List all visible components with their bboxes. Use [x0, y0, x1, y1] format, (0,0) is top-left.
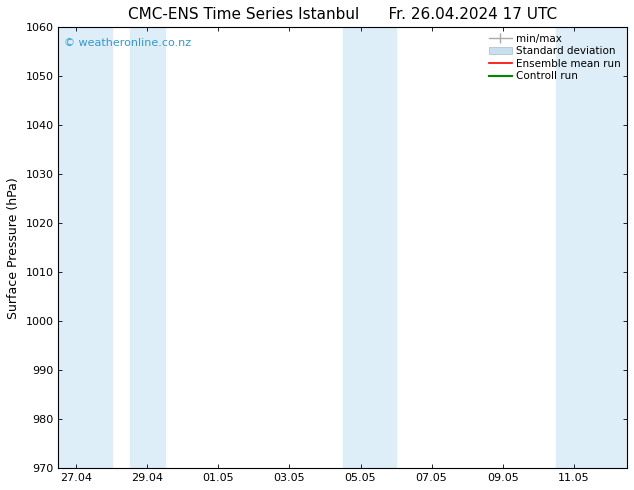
Bar — [129, 27, 165, 468]
Bar — [343, 27, 396, 468]
Bar — [58, 27, 112, 468]
Bar — [556, 27, 627, 468]
Text: © weatheronline.co.nz: © weatheronline.co.nz — [64, 38, 191, 49]
Title: CMC-ENS Time Series Istanbul      Fr. 26.04.2024 17 UTC: CMC-ENS Time Series Istanbul Fr. 26.04.2… — [128, 7, 557, 22]
Legend: min/max, Standard deviation, Ensemble mean run, Controll run: min/max, Standard deviation, Ensemble me… — [485, 29, 625, 86]
Y-axis label: Surface Pressure (hPa): Surface Pressure (hPa) — [7, 177, 20, 318]
